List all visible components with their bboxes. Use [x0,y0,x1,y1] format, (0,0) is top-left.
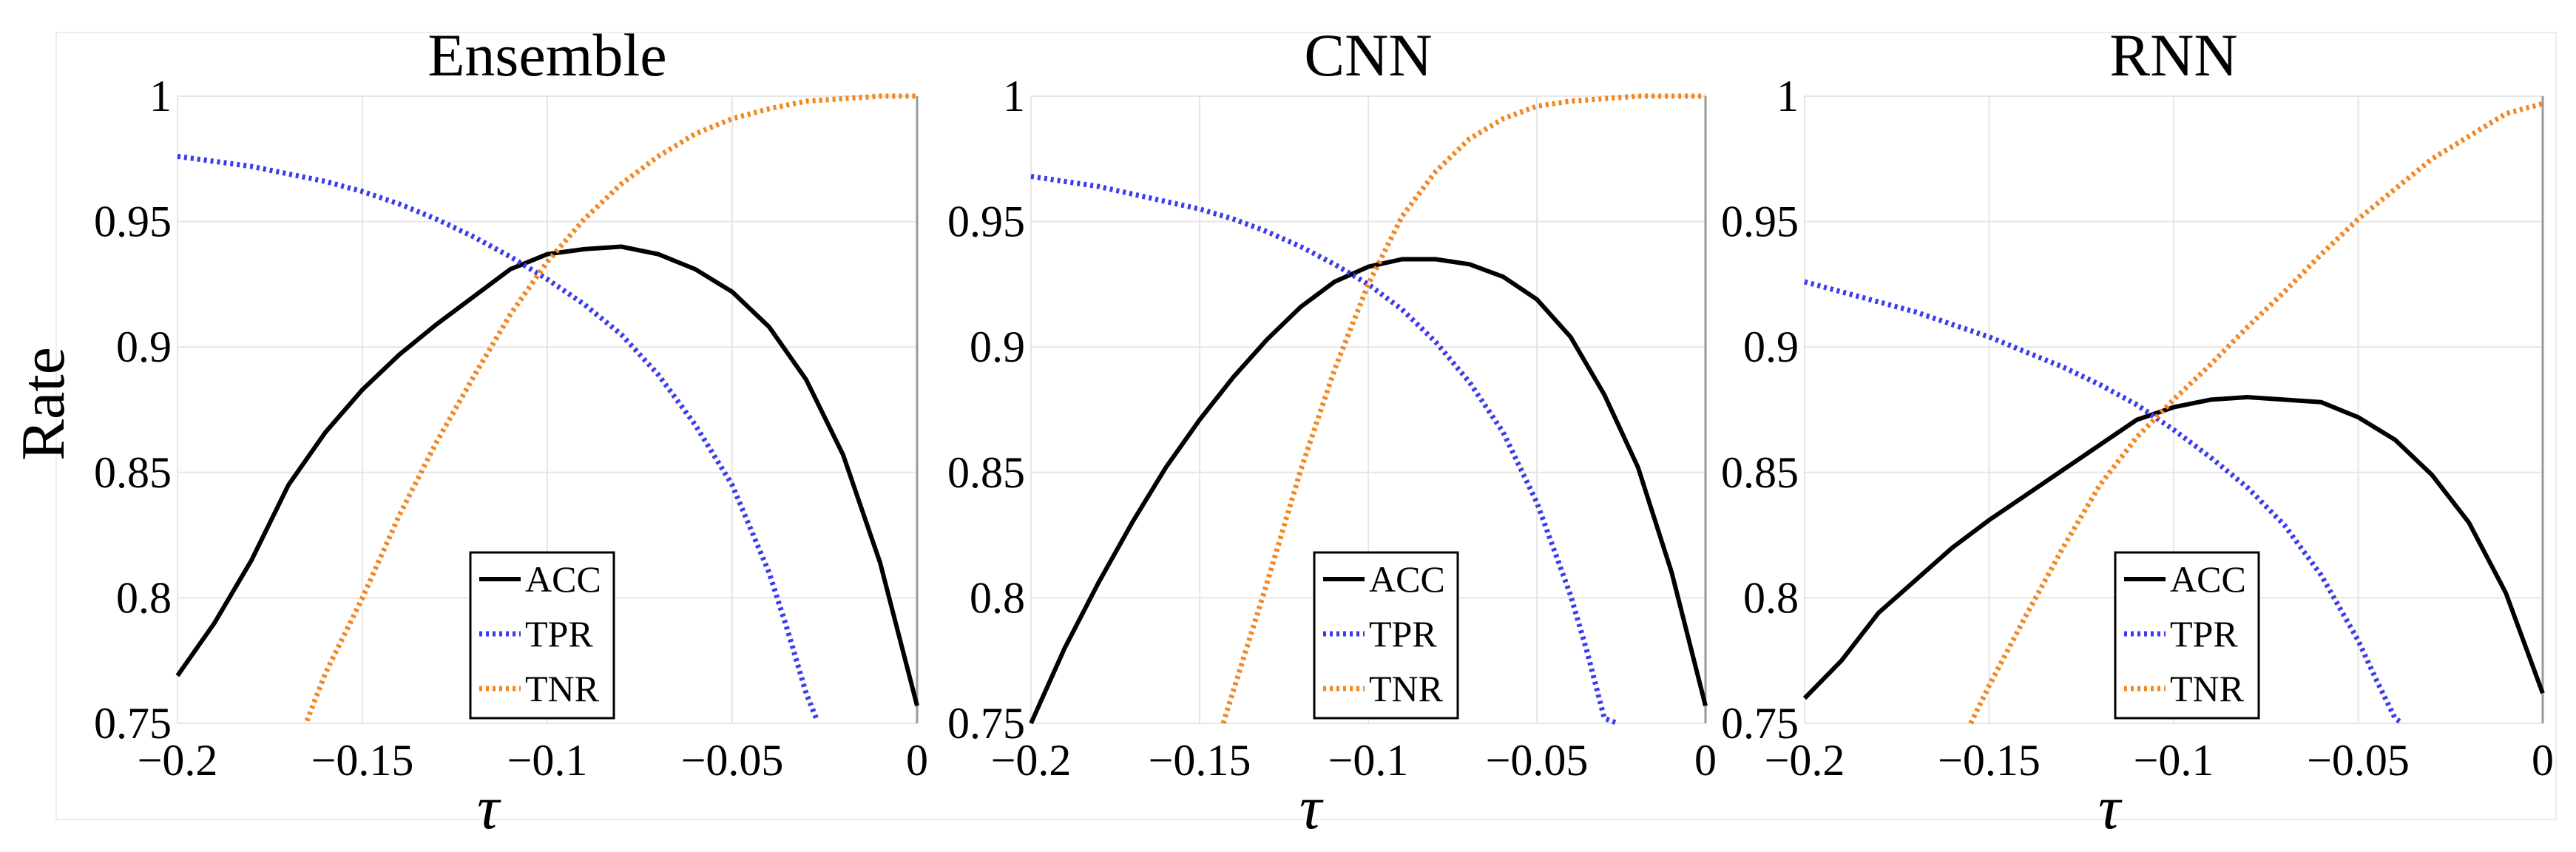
cnn-legend-label-tpr: TPR [1369,613,1437,655]
ensemble-x-axis-label: τ [477,774,501,842]
ensemble-title: Ensemble [427,21,666,89]
ensemble-ytick-2: 0.85 [94,448,172,497]
rnn-xtick-0: −0.2 [1765,736,1845,785]
ensemble-xtick-1: −0.15 [311,736,414,785]
rnn-ytick-2: 0.85 [1721,448,1799,497]
ensemble-xtick-0: −0.2 [138,736,218,785]
panel-cnn: CNN 0.75 0.8 0.85 0.9 0.95 1 −0.2 −0.15 −0.1 −0.05… [947,21,1717,842]
cnn-xtick-1: −0.15 [1149,736,1251,785]
ensemble-ytick-1: 0.8 [116,573,172,622]
panel-ensemble: Ensemble 0.75 0.8 0.85 0.9 0.95 1 −0.2 −0.15 −0.1… [94,21,928,842]
cnn-legend: ACC TPR TNR [1313,551,1459,720]
ensemble-xtick-2: −0.1 [507,736,588,785]
rnn-x-axis-label: τ [2098,774,2123,842]
rnn-title: RNN [2109,21,2237,89]
cnn-ytick-0: 0.75 [947,699,1025,748]
ensemble-legend-label-tnr: TNR [525,668,600,709]
rnn-legend-label-tnr: TNR [2170,668,2245,709]
rnn-series-acc [1802,395,2545,700]
cnn-xtick-4: 0 [1694,736,1717,785]
cnn-xtick-3: −0.05 [1486,736,1589,785]
ensemble-ytick-3: 0.9 [116,322,172,371]
cnn-ytick-2: 0.85 [947,448,1025,497]
cnn-ytick-5: 1 [1003,72,1025,121]
panel-rnn: RNN 0.75 0.8 0.85 0.9 0.95 1 −0.2 −0.15 −0.1 −0.05… [1721,21,2554,842]
ensemble-series-tnr [304,93,917,722]
cnn-x-axis-label: τ [1299,774,1324,842]
cnn-ytick-4: 0.95 [947,197,1025,246]
ensemble-ytick-4: 0.95 [94,197,172,246]
cnn-legend-label-tnr: TNR [1369,668,1444,709]
cnn-series-acc [1029,257,1708,725]
rnn-xtick-4: 0 [2532,736,2554,785]
ensemble-xtick-4: 0 [906,736,928,785]
y-axis-label: Rate [9,347,78,461]
ensemble-ytick-0: 0.75 [94,699,172,748]
cnn-ytick-1: 0.8 [970,573,1025,622]
ensemble-xtick-3: −0.05 [681,736,784,785]
figure-border [55,32,2557,820]
ensemble-series-acc [175,244,919,707]
ensemble-series-tpr [177,153,820,722]
rnn-ytick-5: 1 [1777,72,1799,121]
rnn-xtick-2: −0.1 [2134,736,2214,785]
rnn-xtick-3: −0.05 [2307,736,2410,785]
cnn-series-tnr [1220,93,1705,725]
ensemble-legend-label-tpr: TPR [525,613,593,655]
rnn-legend: ACC TPR TNR [2114,551,2260,720]
rnn-legend-label-tpr: TPR [2170,613,2238,655]
cnn-title: CNN [1304,21,1432,89]
cnn-xtick-0: −0.2 [991,736,1072,785]
rnn-series-tpr [1804,279,2404,726]
rnn-ytick-0: 0.75 [1721,699,1799,748]
rnn-xtick-1: −0.15 [1938,736,2041,785]
rnn-ytick-1: 0.8 [1743,573,1799,622]
ensemble-legend-label-acc: ACC [525,558,601,600]
cnn-series-tpr [1030,174,1619,726]
ensemble-legend: ACC TPR TNR [469,551,615,720]
cnn-ytick-3: 0.9 [970,322,1025,371]
ensemble-ytick-5: 1 [149,72,172,121]
cnn-legend-label-acc: ACC [1369,558,1445,600]
rnn-series-tnr [1968,101,2543,725]
rnn-ytick-3: 0.9 [1743,322,1799,371]
cnn-xtick-2: −0.1 [1328,736,1409,785]
rnn-legend-label-acc: ACC [2170,558,2246,600]
rnn-ytick-4: 0.95 [1721,197,1799,246]
